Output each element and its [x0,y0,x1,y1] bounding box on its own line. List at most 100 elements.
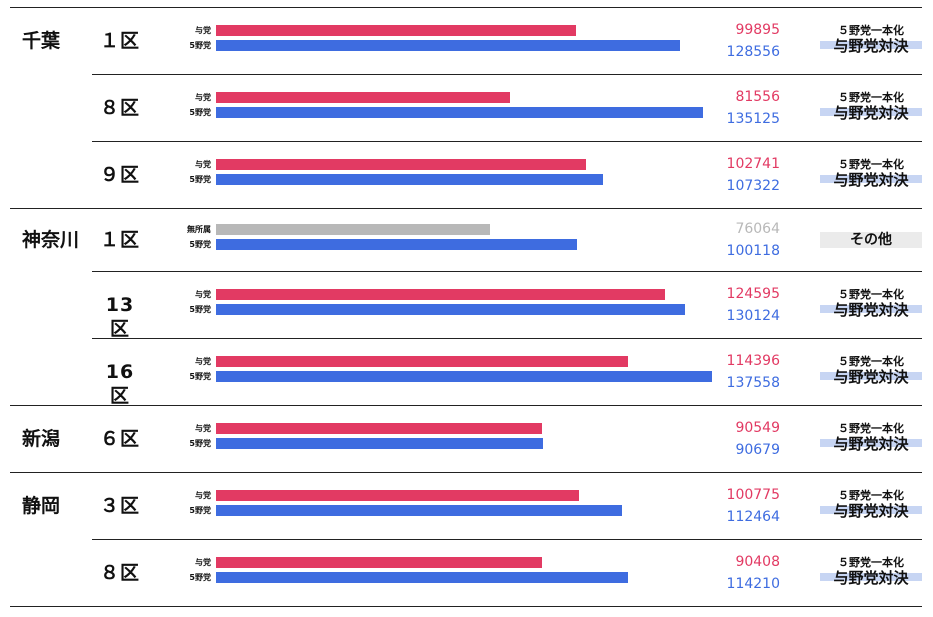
ruling-bar [216,422,542,434]
series-label: 5野党 [189,174,211,184]
row-divider [92,74,922,75]
ruling-bar [216,158,586,170]
series-label: 与党 [195,356,211,366]
value-label: 128556 [726,43,780,60]
opposition-bar [216,571,628,583]
opposition-bar [216,238,577,250]
match-tag-top: ５野党一本化 [838,421,904,435]
row-divider [92,271,922,272]
row-divider [92,141,922,142]
series-label: 5野党 [189,371,211,381]
match-tag-bottom: 与野党対決 [820,103,922,122]
series-label: 与党 [195,159,211,169]
opposition-bar [216,303,685,315]
prefecture-label: 静岡 [22,494,61,517]
district-label: １区 [99,29,140,52]
value-label: 112464 [726,508,780,525]
match-tag-bottom: 与野党対決 [820,568,922,587]
match-tag-bottom: 与野党対決 [820,300,922,319]
match-tag: ５野党一本化 与野党対決 [820,288,922,319]
match-tag: その他 [820,231,922,248]
opposition-bar [216,39,680,51]
prefecture-label: 神奈川 [22,228,80,251]
value-label: 107322 [726,177,780,194]
match-tag-top: ５野党一本化 [838,90,904,104]
district-label: １区 [99,228,140,251]
prefecture-label: 新潟 [22,427,61,450]
row-divider [10,208,922,209]
district-label: ９区 [99,163,140,186]
opposition-bar [216,173,603,185]
match-tag-bottom: 与野党対決 [820,36,922,55]
match-tag-bottom: 与野党対決 [820,434,922,453]
ruling-bar [216,355,628,367]
prefecture-label: 千葉 [22,29,61,52]
row-divider [10,472,922,473]
series-label: 5野党 [189,304,211,314]
series-label: 与党 [195,25,211,35]
value-label: 137558 [726,374,780,391]
opposition-bar [216,437,543,449]
match-tag-top: ５野党一本化 [838,488,904,502]
series-label: 5野党 [189,239,211,249]
district-label: 16区 [105,360,135,407]
value-label: 100775 [726,486,780,503]
series-label: 5野党 [189,572,211,582]
independent-bar [216,223,490,235]
match-tag-bottom: 与野党対決 [820,501,922,520]
opposition-bar [216,106,703,118]
value-label: 124595 [726,285,780,302]
series-label: 無所属 [187,224,211,234]
match-tag: ５野党一本化 与野党対決 [820,24,922,55]
value-label: 81556 [735,88,780,105]
district-label: ６区 [99,427,140,450]
row-divider [10,7,922,8]
value-label: 114396 [726,352,780,369]
match-tag-top: ５野党一本化 [838,287,904,301]
district-label: 13区 [105,293,135,340]
value-label: 90549 [735,419,780,436]
value-label: 99895 [735,21,780,38]
opposition-bar [216,504,622,516]
value-label: 135125 [726,110,780,127]
series-label: 5野党 [189,438,211,448]
ruling-bar [216,91,510,103]
value-label: 102741 [726,155,780,172]
series-label: 5野党 [189,505,211,515]
series-label: 5野党 [189,40,211,50]
match-tag: ５野党一本化 与野党対決 [820,355,922,386]
series-label: 与党 [195,557,211,567]
match-tag: ５野党一本化 与野党対決 [820,422,922,453]
match-tag-top: ５野党一本化 [838,157,904,171]
value-label: 90408 [735,553,780,570]
match-tag: ５野党一本化 与野党対決 [820,489,922,520]
value-label: 130124 [726,307,780,324]
series-label: 与党 [195,423,211,433]
district-label: ８区 [99,561,140,584]
row-divider [92,338,922,339]
match-tag-other: その他 [820,231,922,248]
opposition-bar [216,370,712,382]
series-label: 与党 [195,289,211,299]
match-tag: ５野党一本化 与野党対決 [820,91,922,122]
value-label: 90679 [735,441,780,458]
ruling-bar [216,556,542,568]
match-tag-top: ５野党一本化 [838,23,904,37]
match-tag-bottom: 与野党対決 [820,367,922,386]
district-label: ８区 [99,96,140,119]
series-label: 5野党 [189,107,211,117]
ruling-bar [216,288,665,300]
ruling-bar [216,489,579,501]
series-label: 与党 [195,92,211,102]
district-label: ３区 [99,494,140,517]
row-divider [10,606,922,607]
value-label: 114210 [726,575,780,592]
row-divider [92,539,922,540]
series-label: 与党 [195,490,211,500]
value-label: 100118 [726,242,780,259]
match-tag-bottom: 与野党対決 [820,170,922,189]
match-tag: ５野党一本化 与野党対決 [820,158,922,189]
match-tag: ５野党一本化 与野党対決 [820,556,922,587]
value-label: 76064 [735,220,780,237]
